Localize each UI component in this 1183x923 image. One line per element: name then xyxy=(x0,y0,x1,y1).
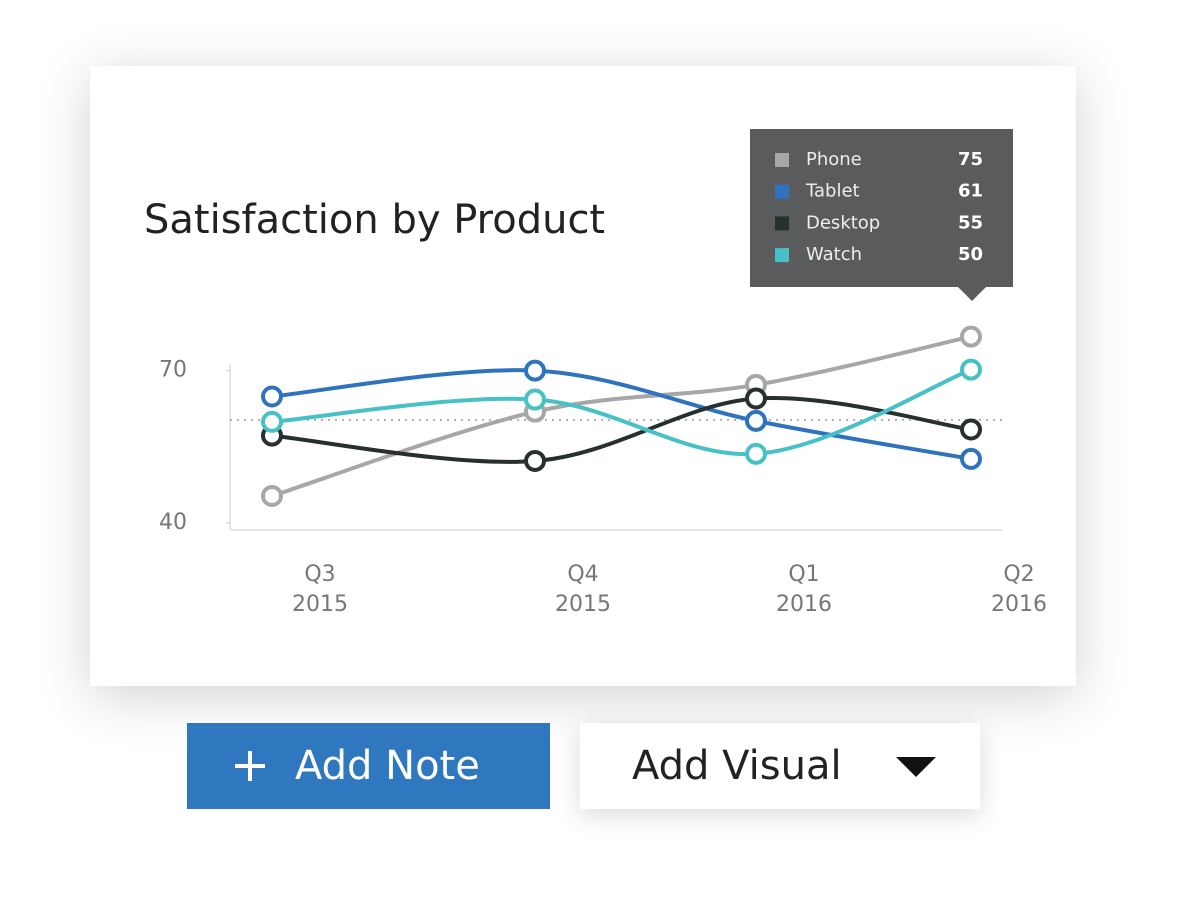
button-label: Add Visual xyxy=(632,743,842,789)
tooltip-value: 50 xyxy=(958,244,983,265)
data-point xyxy=(960,325,982,348)
legend-swatch xyxy=(775,153,789,167)
x-tick-label: Q1 2016 xyxy=(776,562,832,617)
y-tick-label: 70 xyxy=(159,358,187,383)
y-tick-label: 40 xyxy=(159,510,187,535)
tooltip-value: 61 xyxy=(958,181,983,202)
tooltip-value: 75 xyxy=(958,149,983,170)
data-point xyxy=(745,387,767,410)
x-tick-label: Q3 2015 xyxy=(292,562,348,617)
data-point xyxy=(960,447,982,470)
data-point xyxy=(745,442,767,465)
data-point xyxy=(960,358,982,381)
data-point xyxy=(524,449,546,472)
legend-label: Tablet xyxy=(805,181,860,202)
series-line xyxy=(271,334,972,498)
series-line xyxy=(271,368,972,461)
x-tick-label: Q2 2016 xyxy=(991,562,1047,617)
add-visual-button[interactable]: Add Visual xyxy=(580,723,980,809)
plus-icon xyxy=(235,751,265,781)
data-point xyxy=(960,418,982,441)
legend-swatch xyxy=(775,248,789,263)
tooltip-value: 55 xyxy=(958,212,983,233)
data-point xyxy=(524,359,546,382)
tooltip xyxy=(750,129,1013,287)
data-point xyxy=(261,484,283,507)
add-note-button[interactable]: Add Note xyxy=(187,723,550,809)
series-line xyxy=(271,367,972,457)
data-point xyxy=(524,388,546,411)
series-line xyxy=(271,395,972,464)
x-tick-label: Q4 2015 xyxy=(555,562,611,617)
legend-swatch xyxy=(775,216,789,231)
button-label: Add Note xyxy=(295,743,480,789)
chart-title: Satisfaction by Product xyxy=(144,197,605,243)
tooltip-pointer xyxy=(958,287,986,301)
legend-label: Watch xyxy=(806,244,862,265)
data-point xyxy=(261,410,283,433)
legend-label: Desktop xyxy=(806,212,880,233)
legend-swatch xyxy=(775,184,789,199)
data-point xyxy=(261,385,283,408)
dropdown-caret xyxy=(896,757,936,777)
legend-label: Phone xyxy=(806,149,862,170)
data-point xyxy=(745,409,767,432)
